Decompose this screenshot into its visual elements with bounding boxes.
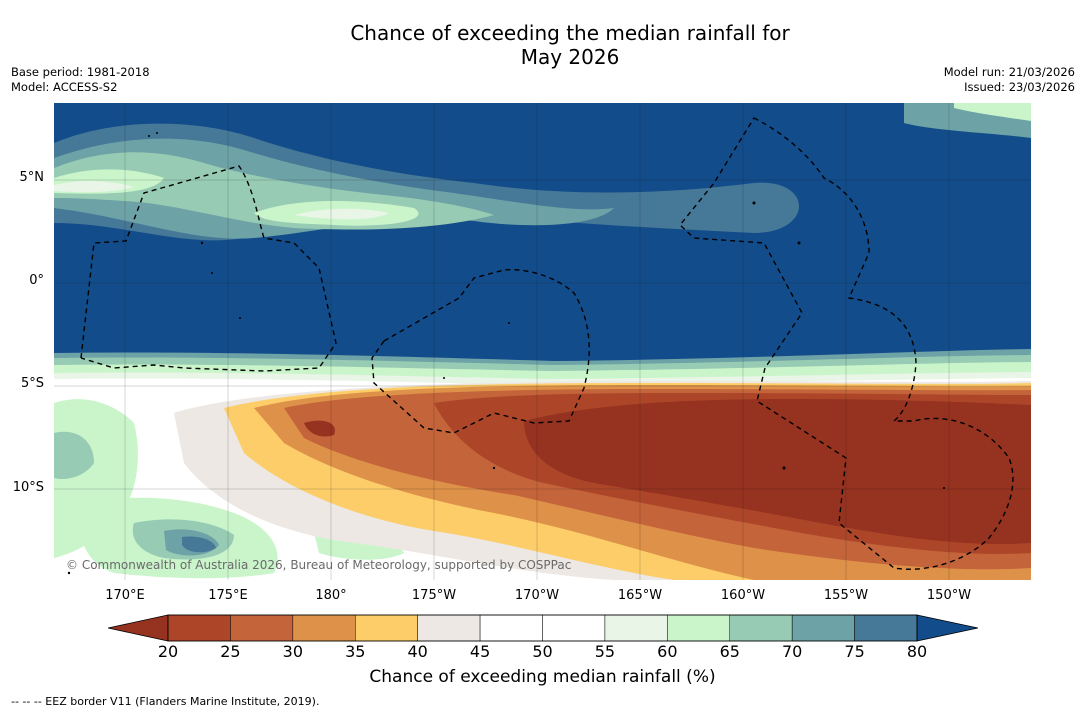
colorbar-swatch (667, 614, 730, 642)
colorbar-swatch (854, 614, 918, 642)
colorbar-extend-low (108, 614, 169, 642)
colorbar-swatch (230, 614, 294, 642)
colorbar-tick-label: 80 (906, 642, 928, 661)
colorbar-tick-label: 75 (844, 642, 865, 661)
lon-label-175e: 175°E (208, 588, 248, 603)
colorbar-swatch (542, 614, 606, 642)
lon-label-170w: 170°W (514, 588, 560, 603)
islands (67, 132, 945, 575)
colorbar-swatch (167, 614, 231, 642)
colorbar (108, 614, 978, 642)
colorbar-tick-label: 30 (282, 642, 303, 661)
colorbar-tick-label: 25 (220, 642, 241, 661)
run-info: Model run: 21/03/2026 Issued: 23/03/2026 (944, 65, 1075, 95)
title-line-1: Chance of exceeding the median rainfall … (350, 21, 790, 45)
lon-label-155w: 155°W (823, 588, 869, 603)
map-title: Chance of exceeding the median rainfall … (0, 21, 1085, 69)
colorbar-swatch (292, 614, 356, 642)
colorbar-label: Chance of exceeding median rainfall (%) (369, 667, 716, 687)
eez-footnote: -- -- -- EEZ border V11 (Flanders Marine… (11, 695, 320, 708)
colorbar-tick-label: 45 (469, 642, 491, 661)
colorbar-tick-label: 20 (157, 642, 179, 661)
southwest-wet-area (54, 399, 404, 579)
colorbar-swatch (729, 614, 793, 642)
colorbar-swatch (479, 614, 543, 642)
colorbar-swatch (417, 614, 481, 642)
lon-label-150w: 150°W (926, 588, 972, 603)
colorbar-swatch (604, 614, 668, 642)
dry-region (174, 381, 1031, 580)
lon-label-170e: 170°E (105, 588, 145, 603)
rainfall-map (54, 103, 1031, 580)
graticule (54, 103, 1031, 580)
lat-label-0: 0° (29, 273, 44, 288)
colorbar-tick-label: 65 (719, 642, 740, 661)
copyright-notice: © Commonwealth of Australia 2026, Bureau… (66, 558, 572, 572)
issued-date: Issued: 23/03/2026 (964, 80, 1075, 94)
colorbar-tick-label: 35 (345, 642, 366, 661)
title-line-2: May 2026 (520, 45, 620, 69)
colorbar-tick-label: 50 (532, 642, 553, 661)
colorbar-tick-label: 70 (781, 642, 803, 661)
colorbar-tick-label: 60 (657, 642, 678, 661)
base-period: Base period: 1981-2018 (11, 65, 150, 79)
lon-label-165w: 165°W (617, 588, 663, 603)
model-run: Model run: 21/03/2026 (943, 65, 1075, 79)
eez-borders (80, 117, 1014, 570)
lat-label-5n: 5°N (19, 170, 45, 185)
lon-label-175w: 175°W (411, 588, 457, 603)
lon-label-180: 180° (315, 588, 347, 603)
lat-label-10s: 10°S (12, 480, 44, 495)
colorbar-tick-label: 40 (407, 642, 428, 661)
colorbar-swatch (791, 614, 855, 642)
colorbar-extend-high (916, 614, 978, 642)
north-wet-band (54, 103, 1031, 241)
lat-label-5s: 5°S (20, 376, 44, 391)
lon-label-160w: 160°W (720, 588, 766, 603)
colorbar-tick-label: 55 (594, 642, 616, 661)
colorbar-swatch (355, 614, 418, 642)
model-info: Base period: 1981-2018 Model: ACCESS-S2 (11, 65, 150, 95)
model-name: Model: ACCESS-S2 (11, 80, 118, 94)
